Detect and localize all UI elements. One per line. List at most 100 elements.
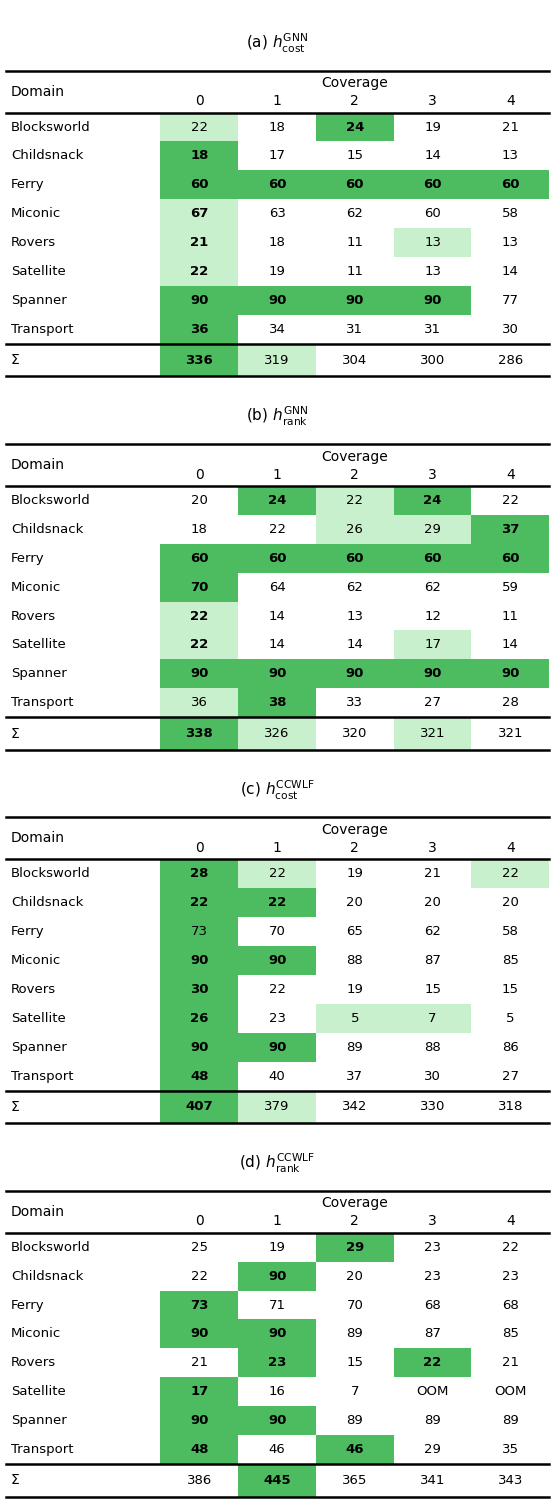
Text: 22: 22 [269,983,285,995]
Bar [161,917,238,946]
Bar [316,486,394,515]
Bar [316,515,394,544]
Text: 15: 15 [346,149,363,163]
Text: 1: 1 [273,95,282,108]
Bar [238,860,316,889]
Text: 22: 22 [191,1270,208,1283]
Text: 90: 90 [501,667,519,681]
Bar [394,515,471,544]
Text: 89: 89 [347,1041,363,1054]
Text: 90: 90 [346,667,364,681]
Text: Blocksworld: Blocksworld [11,1241,91,1254]
Text: 59: 59 [502,581,519,593]
Text: 90: 90 [268,667,286,681]
Text: 3: 3 [428,1214,437,1229]
Text: 60: 60 [424,208,441,220]
Bar [238,1033,316,1062]
Text: Rovers: Rovers [11,236,56,248]
Text: 60: 60 [423,551,442,565]
Text: 60: 60 [268,178,286,191]
Text: 445: 445 [263,1474,291,1486]
Text: 14: 14 [502,639,519,652]
Text: 16: 16 [269,1386,285,1398]
Text: 70: 70 [347,1298,363,1312]
Text: 11: 11 [346,265,363,279]
Text: 15: 15 [502,983,519,995]
Text: 29: 29 [424,1443,441,1456]
Text: 90: 90 [190,953,209,967]
Text: 22: 22 [190,896,209,910]
Text: Ferry: Ferry [11,178,45,191]
Bar [394,1348,471,1378]
Text: 4: 4 [506,1214,514,1229]
Bar [161,1033,238,1062]
Text: 70: 70 [269,925,285,938]
Text: 386: 386 [187,1474,212,1486]
Text: 73: 73 [191,925,208,938]
Text: Blocksworld: Blocksworld [11,867,91,881]
Text: 3: 3 [428,95,437,108]
Text: 26: 26 [347,523,363,536]
Text: 17: 17 [269,149,285,163]
Text: 300: 300 [420,354,445,366]
Text: 18: 18 [269,236,285,248]
Text: Domain: Domain [11,1205,65,1218]
Text: 31: 31 [346,322,363,336]
Text: 21: 21 [191,1357,208,1369]
Text: 23: 23 [268,1357,286,1369]
Text: 46: 46 [269,1443,285,1456]
Text: Childsnack: Childsnack [11,896,83,910]
Text: 22: 22 [502,867,519,881]
Bar [238,544,316,572]
Bar [161,688,238,717]
Bar [316,1005,394,1033]
Text: 68: 68 [424,1298,441,1312]
Text: Domain: Domain [11,458,65,471]
Text: 320: 320 [342,727,368,739]
Text: 14: 14 [269,639,285,652]
Text: Childsnack: Childsnack [11,523,83,536]
Text: 28: 28 [190,867,209,881]
Text: Satellite: Satellite [11,265,66,279]
Text: 2: 2 [351,1214,359,1229]
Text: 341: 341 [420,1474,445,1486]
Text: 11: 11 [346,236,363,248]
Text: Miconic: Miconic [11,581,61,593]
Text: (d) $h_{\mathrm{rank}}^{\mathrm{CCWLF}}$: (d) $h_{\mathrm{rank}}^{\mathrm{CCWLF}}$ [240,1152,315,1175]
Text: 71: 71 [269,1298,285,1312]
Bar [161,170,238,199]
Text: Rovers: Rovers [11,983,56,995]
Bar [238,889,316,917]
Text: 58: 58 [502,208,519,220]
Text: Childsnack: Childsnack [11,1270,83,1283]
Text: OOM: OOM [416,1386,449,1398]
Text: 90: 90 [423,294,442,307]
Bar [161,572,238,601]
Bar [161,1378,238,1407]
Text: Satellite: Satellite [11,1012,66,1024]
Text: 24: 24 [346,120,364,134]
Text: 90: 90 [190,667,209,681]
Text: 90: 90 [268,294,286,307]
Text: 40: 40 [269,1069,285,1083]
Text: 48: 48 [190,1069,209,1083]
Text: 0: 0 [195,95,204,108]
Bar [238,660,316,688]
Text: 60: 60 [501,178,519,191]
Bar [161,974,238,1005]
Text: 60: 60 [346,178,364,191]
Text: 90: 90 [190,294,209,307]
Text: 23: 23 [424,1241,441,1254]
Text: 29: 29 [346,1241,364,1254]
Text: 77: 77 [502,294,519,307]
Text: 27: 27 [502,1069,519,1083]
Text: 90: 90 [190,1041,209,1054]
Bar [161,660,238,688]
Text: 3: 3 [428,840,437,855]
Text: 90: 90 [268,1414,286,1428]
Bar [316,170,394,199]
Text: Blocksworld: Blocksworld [11,120,91,134]
Text: 2: 2 [351,95,359,108]
Text: (c) $h_{\mathrm{cost}}^{\mathrm{CCWLF}}$: (c) $h_{\mathrm{cost}}^{\mathrm{CCWLF}}$ [240,779,315,801]
Text: 321: 321 [420,727,445,739]
